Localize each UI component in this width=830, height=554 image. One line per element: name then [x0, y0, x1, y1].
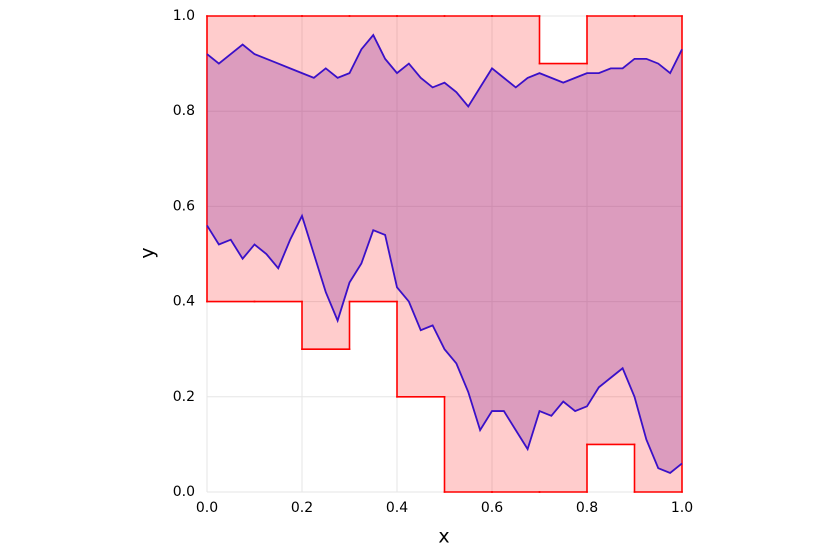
band-line — [206, 33, 683, 108]
band-fill — [207, 35, 682, 473]
plot-area — [206, 15, 683, 493]
x-tick-label: 0.4 — [386, 500, 408, 516]
x-tick-label: 0.2 — [291, 500, 313, 516]
step-band — [444, 16, 492, 492]
x-tick-label: 1.0 — [671, 500, 693, 516]
step-band — [492, 16, 540, 492]
band-line — [206, 213, 683, 474]
step-band — [634, 16, 682, 492]
y-tick-label: 0.0 — [173, 484, 195, 500]
y-tick-label: 1.0 — [173, 8, 195, 24]
step-band — [587, 16, 635, 445]
x-tick-label: 0.8 — [576, 500, 598, 516]
y-tick-label: 0.2 — [173, 389, 195, 405]
y-tick-label: 0.8 — [173, 103, 195, 119]
x-tick-label: 0.6 — [481, 500, 503, 516]
step-band — [539, 63, 587, 492]
y-tick-label: 0.4 — [173, 294, 195, 310]
x-tick-label: 0.0 — [196, 500, 218, 516]
x-axis-label: x — [438, 526, 449, 548]
y-axis-label: y — [137, 247, 159, 258]
y-tick-label: 0.6 — [173, 198, 195, 214]
